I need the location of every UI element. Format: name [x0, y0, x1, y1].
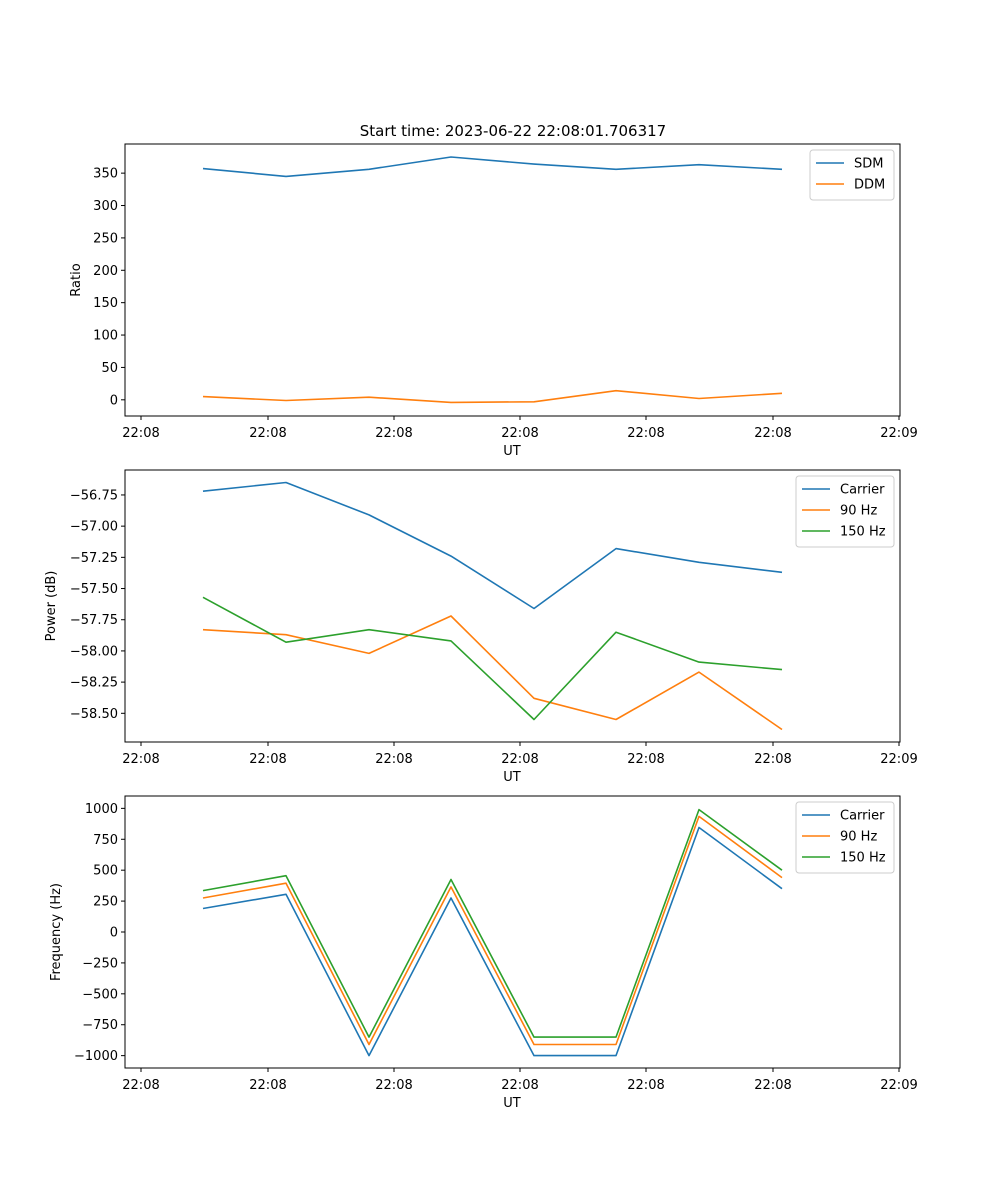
x-tick-label: 22:08 [627, 426, 664, 441]
series-line [202, 596, 783, 721]
y-tick-label: −57.25 [70, 551, 118, 566]
y-tick-label: 150 [93, 296, 118, 311]
legend-label: DDM [854, 178, 885, 193]
legend-label: 150 Hz [840, 525, 886, 540]
x-axis-label: UT [503, 444, 521, 459]
y-tick-label: −57.00 [70, 520, 118, 535]
axes-frame [124, 143, 901, 417]
legend-label: Carrier [840, 483, 885, 498]
y-axis-label: Power (dB) [44, 571, 59, 642]
x-tick-label: 22:09 [880, 426, 917, 441]
x-tick-label: 22:08 [627, 752, 664, 767]
panels: 22:08 22:08 22:08 22:08 22:08 22:08 22:09 UT 0 50… [44, 143, 918, 1111]
x-tick-label: 22:08 [122, 426, 159, 441]
y-tick-label: 350 [93, 167, 118, 182]
x-axis-label: UT [503, 1096, 521, 1111]
y-tick-label: 300 [93, 199, 118, 214]
y-tick-label: −57.75 [70, 613, 118, 628]
y-axis-label: Frequency (Hz) [49, 883, 64, 981]
legend-box [795, 475, 895, 548]
legend-box [795, 801, 895, 874]
legend-label: SDM [854, 157, 883, 172]
y-tick-label: −750 [82, 1018, 118, 1033]
legend-label: 150 Hz [840, 851, 886, 866]
y-tick-label: 500 [93, 864, 118, 879]
y-tick-label: 750 [93, 833, 118, 848]
x-tick-label: 22:08 [754, 752, 791, 767]
y-tick-label: 50 [101, 361, 118, 376]
legend: Carrier 90 Hz 150 Hz [795, 801, 895, 874]
y-axis-label: Ratio [69, 263, 84, 296]
x-tick-label: 22:09 [880, 752, 917, 767]
legend-label: 90 Hz [840, 830, 877, 845]
x-tick-label: 22:08 [249, 426, 286, 441]
series-line [202, 826, 783, 1057]
x-tick-label: 22:08 [501, 426, 538, 441]
series-line [202, 815, 783, 1046]
legend: Carrier 90 Hz 150 Hz [795, 475, 895, 548]
y-tick-label: −500 [82, 987, 118, 1002]
panel-2: 22:08 22:08 22:08 22:08 22:08 22:08 22:09 UT −58… [44, 469, 918, 785]
series-line [202, 481, 783, 610]
y-tick-label: −58.00 [70, 644, 118, 659]
x-tick-label: 22:08 [375, 426, 412, 441]
series-line [202, 808, 783, 1038]
y-tick-label: −57.50 [70, 582, 118, 597]
x-tick-label: 22:08 [501, 752, 538, 767]
y-tick-label: 1000 [85, 802, 118, 817]
x-axis-label: UT [503, 770, 521, 785]
x-tick-label: 22:09 [880, 1078, 917, 1093]
y-tick-label: −250 [82, 956, 118, 971]
x-tick-label: 22:08 [249, 752, 286, 767]
axes-frame [124, 469, 901, 743]
series-line [202, 156, 783, 178]
series-line [202, 389, 783, 404]
legend-label: 90 Hz [840, 504, 877, 519]
y-tick-label: −1000 [74, 1049, 118, 1064]
panel-3: 22:08 22:08 22:08 22:08 22:08 22:08 22:09 UT −10… [49, 795, 918, 1111]
x-tick-label: 22:08 [249, 1078, 286, 1093]
y-tick-label: 250 [93, 231, 118, 246]
y-tick-label: 0 [110, 926, 118, 941]
y-tick-label: 100 [93, 329, 118, 344]
x-tick-label: 22:08 [375, 1078, 412, 1093]
panel-1: 22:08 22:08 22:08 22:08 22:08 22:08 22:09 UT 0 50… [69, 143, 918, 459]
legend: SDM DDM [809, 149, 895, 201]
y-tick-label: −56.75 [70, 488, 118, 503]
y-tick-label: 250 [93, 895, 118, 910]
y-tick-label: −58.25 [70, 676, 118, 691]
y-tick-label: 0 [110, 393, 118, 408]
legend-label: Carrier [840, 809, 885, 824]
axes-frame [124, 795, 901, 1069]
figure-title: Start time: 2023-06-22 22:08:01.706317 [360, 122, 666, 140]
y-tick-label: 200 [93, 264, 118, 279]
x-tick-label: 22:08 [627, 1078, 664, 1093]
series-line [202, 615, 783, 731]
x-tick-label: 22:08 [501, 1078, 538, 1093]
x-tick-label: 22:08 [122, 752, 159, 767]
x-tick-label: 22:08 [754, 426, 791, 441]
x-tick-label: 22:08 [122, 1078, 159, 1093]
x-tick-label: 22:08 [754, 1078, 791, 1093]
y-tick-label: −58.50 [70, 707, 118, 722]
x-tick-label: 22:08 [375, 752, 412, 767]
